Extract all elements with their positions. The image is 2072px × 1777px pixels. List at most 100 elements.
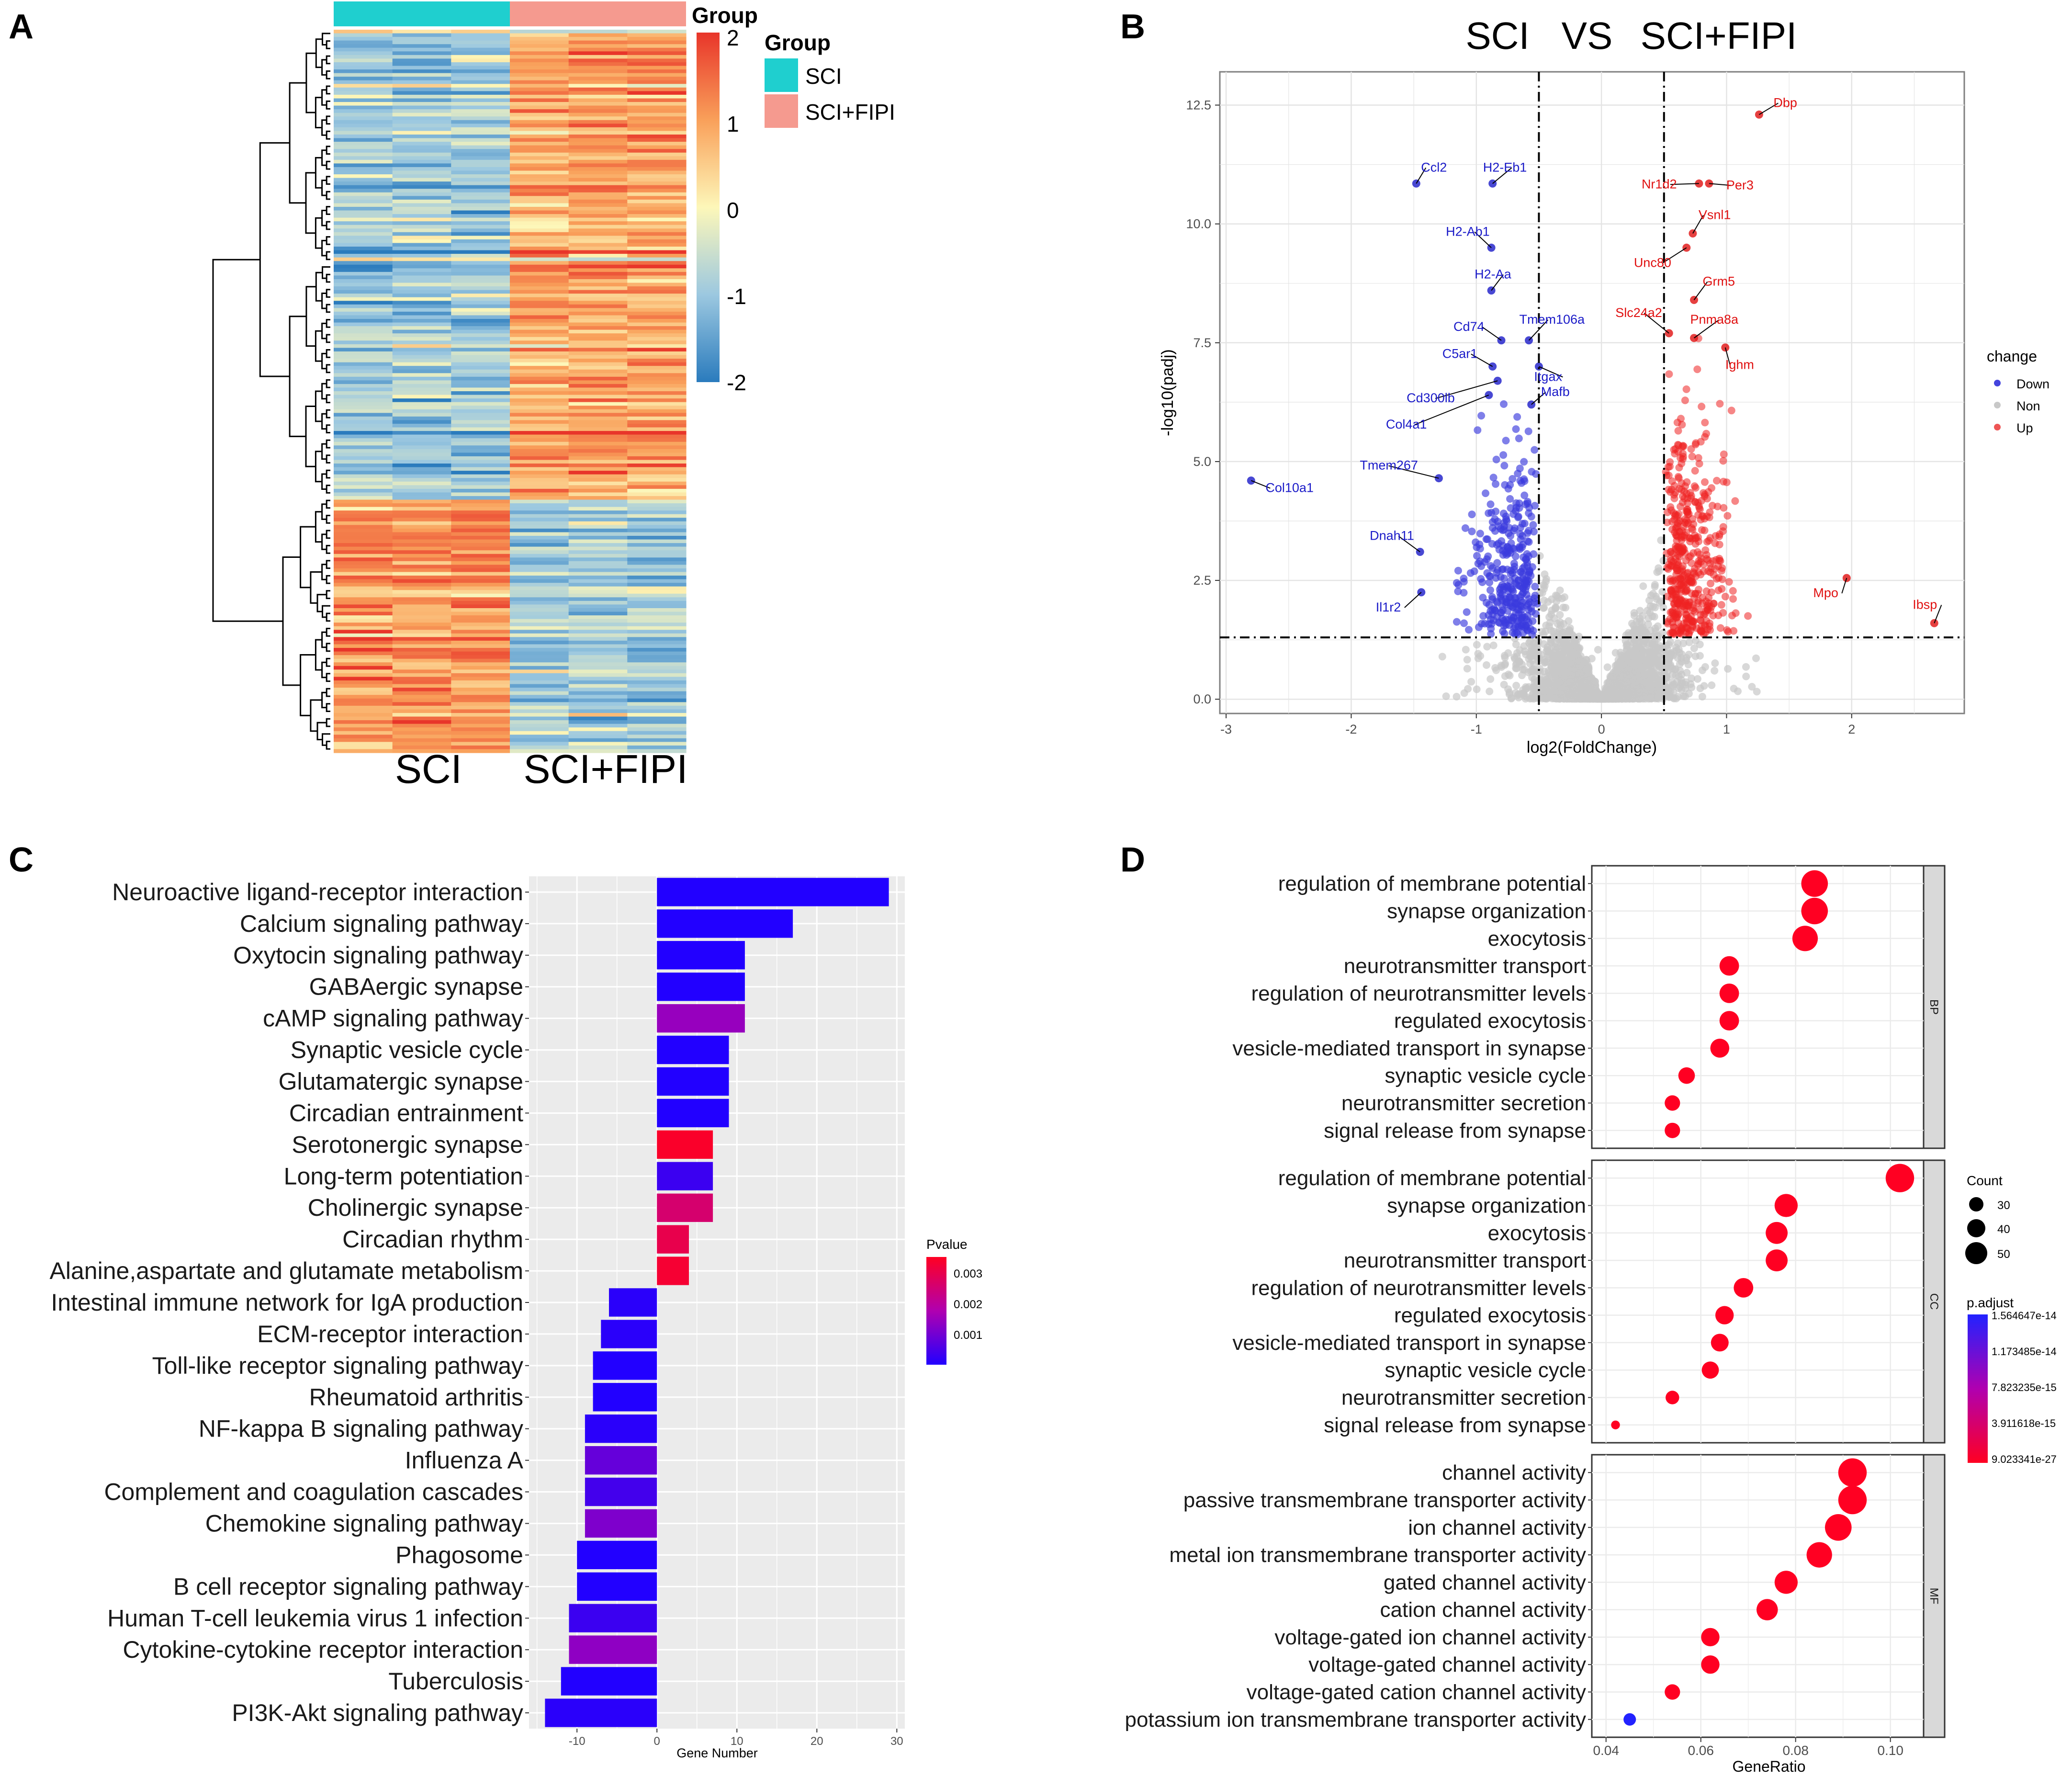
- kegg-bar: [561, 1667, 657, 1696]
- heatmap-cell: [568, 30, 628, 34]
- heatmap-cell: [451, 576, 510, 580]
- heatmap-cell: [451, 98, 510, 102]
- heatmap-cell: [568, 120, 628, 124]
- heatmap-cell: [568, 77, 628, 81]
- heatmap-cell: [510, 467, 569, 471]
- heatmap-cell: [334, 286, 393, 291]
- heatmap-cell: [451, 329, 510, 334]
- heatmap-cell: [334, 210, 393, 215]
- heatmap-cell: [392, 423, 451, 428]
- heatmap-cell: [627, 611, 687, 616]
- heatmap-cell: [510, 362, 569, 366]
- volcano-point-non: [1473, 685, 1481, 693]
- volcano-point-non: [1688, 674, 1696, 682]
- volcano-gene-label: Dnah11: [1370, 529, 1414, 543]
- volcano-point-non: [1533, 668, 1542, 676]
- heatmap-cell: [451, 644, 510, 648]
- heatmap-cell: [568, 536, 628, 540]
- heatmap-cell: [334, 113, 393, 117]
- heatmap-cell: [451, 138, 510, 142]
- heatmap-cell: [568, 217, 628, 222]
- heatmap-cell: [510, 333, 569, 338]
- heatmap-cell: [334, 438, 393, 442]
- heatmap-cell: [627, 698, 687, 702]
- volcano-point-non: [1492, 666, 1500, 674]
- heatmap-cell: [627, 677, 687, 681]
- volcano-point-non: [1438, 653, 1446, 661]
- heatmap-cell: [392, 492, 451, 497]
- volcano-point-up: [1706, 508, 1714, 516]
- volcano-xtick-label: 1: [1723, 722, 1730, 736]
- volcano-point-down: [1521, 500, 1530, 509]
- volcano-point-up: [1701, 478, 1709, 486]
- dendrogram-branch: [326, 718, 330, 727]
- heatmap-cell: [510, 94, 569, 99]
- heatmap-cell: [510, 210, 569, 215]
- heatmap-cell: [392, 225, 451, 229]
- volcano-point-up: [1683, 569, 1691, 577]
- heatmap-cell: [451, 319, 510, 323]
- heatmap-cell: [451, 391, 510, 396]
- heatmap-cell: [334, 134, 393, 139]
- dendrogram-branch: [326, 304, 330, 313]
- heatmap-cell: [510, 170, 569, 175]
- volcano-point-up: [1719, 457, 1727, 465]
- volcano-point-non: [1547, 670, 1555, 679]
- volcano-point-up: [1716, 400, 1724, 408]
- heatmap-cell: [568, 586, 628, 590]
- dendrogram-branch: [259, 142, 290, 377]
- heatmap-cell: [451, 623, 510, 627]
- volcano-label-leader: [1670, 183, 1699, 185]
- heatmap-cell: [627, 655, 687, 659]
- heatmap-cell: [334, 109, 393, 113]
- heatmap-cell: [568, 384, 628, 388]
- heatmap-cell: [392, 615, 451, 620]
- heatmap-cell: [510, 250, 569, 254]
- heatmap-cell: [627, 398, 687, 403]
- heatmap-cell: [627, 420, 687, 424]
- volcano-point-up: [1678, 420, 1686, 429]
- heatmap-cell: [451, 189, 510, 193]
- heatmap-cell: [392, 304, 451, 308]
- heatmap-cell: [510, 413, 569, 417]
- volcano-point-non: [1637, 625, 1645, 634]
- heatmap-cell: [451, 464, 510, 468]
- volcano-point-non: [1678, 670, 1686, 679]
- heatmap-cell: [392, 644, 451, 648]
- heatmap-cell: [392, 633, 451, 637]
- heatmap-cell: [334, 464, 393, 468]
- heatmap-cell: [510, 630, 569, 634]
- volcano-point-non: [1631, 677, 1639, 685]
- heatmap-cell: [392, 326, 451, 330]
- heatmap-cell: [392, 391, 451, 396]
- heatmap-cell: [392, 738, 451, 742]
- heatmap-cell: [451, 731, 510, 735]
- heatmap-cell: [392, 206, 451, 211]
- dendrogram-root: [212, 259, 283, 622]
- dendrogram-branch: [326, 485, 330, 494]
- heatmap-cell: [627, 615, 687, 620]
- legend-dot-up: [1994, 424, 2001, 430]
- heatmap-cell: [627, 453, 687, 457]
- heatmap-cell: [568, 648, 628, 652]
- heatmap-cell: [392, 286, 451, 291]
- volcano-ytick-label: 7.5: [1193, 336, 1211, 350]
- volcano-point-non: [1688, 683, 1696, 691]
- heatmap-cell: [451, 413, 510, 417]
- heatmap-cell: [568, 163, 628, 168]
- heatmap-cell: [627, 109, 687, 113]
- volcano-point-non: [1630, 611, 1638, 620]
- volcano-gene-label: Ibsp: [1913, 597, 1937, 611]
- heatmap-cell: [568, 268, 628, 272]
- heatmap-cell: [568, 84, 628, 88]
- heatmap-cell: [568, 116, 628, 121]
- volcano-point-up: [1682, 385, 1690, 393]
- heatmap-cell: [568, 579, 628, 583]
- heatmap-cell: [510, 731, 569, 735]
- heatmap-cell: [334, 565, 393, 569]
- heatmap-cell: [451, 116, 510, 121]
- volcano-point-non: [1526, 695, 1534, 702]
- heatmap-cell: [392, 684, 451, 688]
- heatmap-cell: [510, 351, 569, 356]
- volcano-point-non: [1542, 627, 1550, 635]
